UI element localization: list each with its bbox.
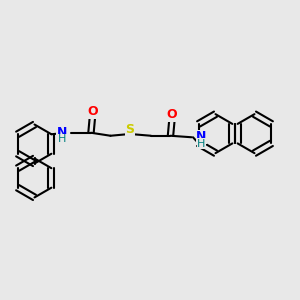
- Text: N: N: [196, 130, 207, 143]
- Text: O: O: [87, 105, 98, 118]
- Text: O: O: [167, 108, 177, 121]
- Text: H: H: [197, 139, 206, 149]
- Text: H: H: [58, 134, 66, 144]
- Text: S: S: [125, 123, 134, 136]
- Text: N: N: [57, 126, 67, 139]
